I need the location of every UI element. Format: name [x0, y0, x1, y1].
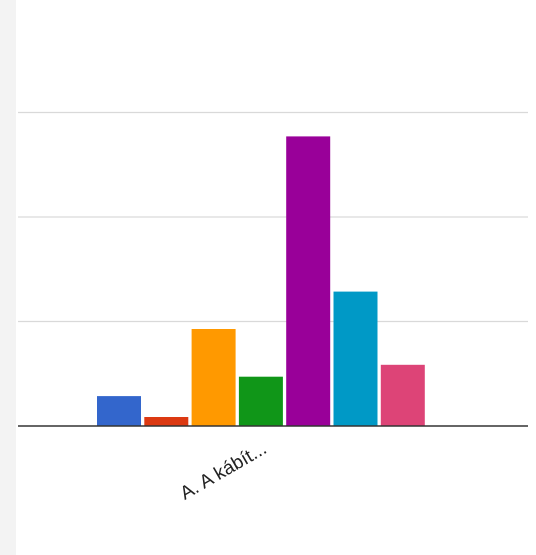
- bar: [333, 291, 378, 426]
- x-tick-label: A. A kábít...: [177, 438, 271, 504]
- left-edge-strip: [0, 0, 16, 555]
- bar: [286, 136, 331, 426]
- gridlines: [18, 111, 528, 323]
- bar: [191, 329, 236, 426]
- x-tick-labels: A. A kábít...: [177, 438, 271, 504]
- bar: [380, 364, 425, 426]
- bar: [144, 417, 189, 426]
- bar: [238, 376, 283, 426]
- bars: [97, 136, 425, 426]
- bar: [97, 396, 141, 426]
